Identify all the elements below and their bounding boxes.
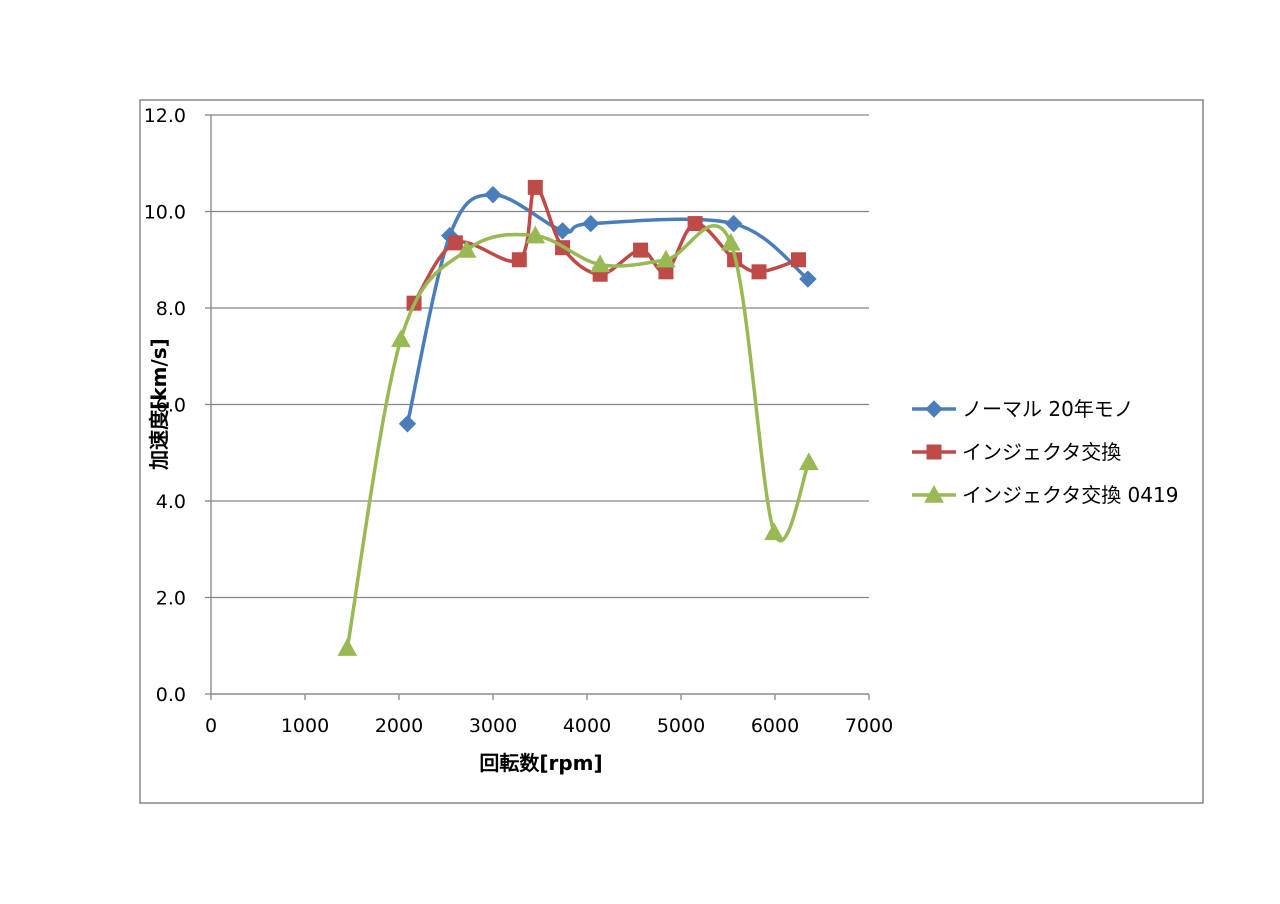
x-tick-label: 5000 xyxy=(657,715,705,737)
series-1 xyxy=(398,185,817,433)
x-tick-label: 4000 xyxy=(563,715,611,737)
axes xyxy=(205,114,870,700)
y-tick-label: 6.0 xyxy=(156,395,186,417)
data-point xyxy=(525,225,546,244)
legend-item: ノーマル 20年モノ xyxy=(912,397,1134,421)
data-point xyxy=(337,638,358,656)
data-point xyxy=(590,254,611,273)
legend-label: ノーマル 20年モノ xyxy=(962,397,1134,421)
data-point xyxy=(527,179,543,195)
data-point xyxy=(751,264,767,280)
legend-item: インジェクタ交換 0419 xyxy=(912,483,1178,507)
data-point xyxy=(456,240,477,258)
data-point xyxy=(656,249,676,268)
y-tick-label: 0.0 xyxy=(156,684,186,706)
y-tick-label: 10.0 xyxy=(144,202,186,224)
data-point xyxy=(687,216,703,232)
chart-area-border xyxy=(139,99,1204,804)
y-tick-label: 8.0 xyxy=(156,298,186,320)
y-tick-label: 4.0 xyxy=(156,491,186,513)
data-point xyxy=(799,270,817,288)
data-point xyxy=(791,252,806,268)
legend-marker xyxy=(925,400,943,418)
legend-marker xyxy=(926,444,942,460)
legend-label: インジェクタ交換 xyxy=(962,440,1121,464)
y-tick-label: 12.0 xyxy=(144,105,186,127)
y-tick-label: 2.0 xyxy=(156,588,186,610)
data-point xyxy=(764,522,784,541)
legend-item: インジェクタ交換 xyxy=(912,440,1121,464)
y-axis-title: 加速度[km/s] xyxy=(147,338,171,471)
x-tick-label: 0 xyxy=(205,715,217,737)
data-point xyxy=(511,252,527,268)
data-point xyxy=(447,235,463,251)
x-tick-label: 1000 xyxy=(281,715,329,737)
data-point xyxy=(484,185,502,204)
data-point xyxy=(724,214,743,233)
x-tick-label: 7000 xyxy=(845,715,893,737)
x-axis-title: 回転数[rpm] xyxy=(479,751,602,775)
series-3 xyxy=(337,224,819,656)
data-point xyxy=(553,222,572,240)
x-tick-label: 2000 xyxy=(375,715,423,737)
data-point xyxy=(633,242,649,258)
legend-label: インジェクタ交換 0419 xyxy=(962,483,1178,507)
legend-marker xyxy=(924,484,944,503)
x-tick-label: 3000 xyxy=(469,715,517,737)
data-point xyxy=(398,415,417,433)
data-point xyxy=(798,452,819,471)
data-point xyxy=(391,329,411,348)
tick-labels: 0.0 2.0 4.0 6.0 8.0 10.0 12.0 0 1000 2000 3000 4000… xyxy=(144,105,893,737)
data-point xyxy=(720,232,741,251)
series-area xyxy=(337,179,819,656)
data-point xyxy=(582,214,600,233)
x-tick-label: 6000 xyxy=(751,715,799,737)
